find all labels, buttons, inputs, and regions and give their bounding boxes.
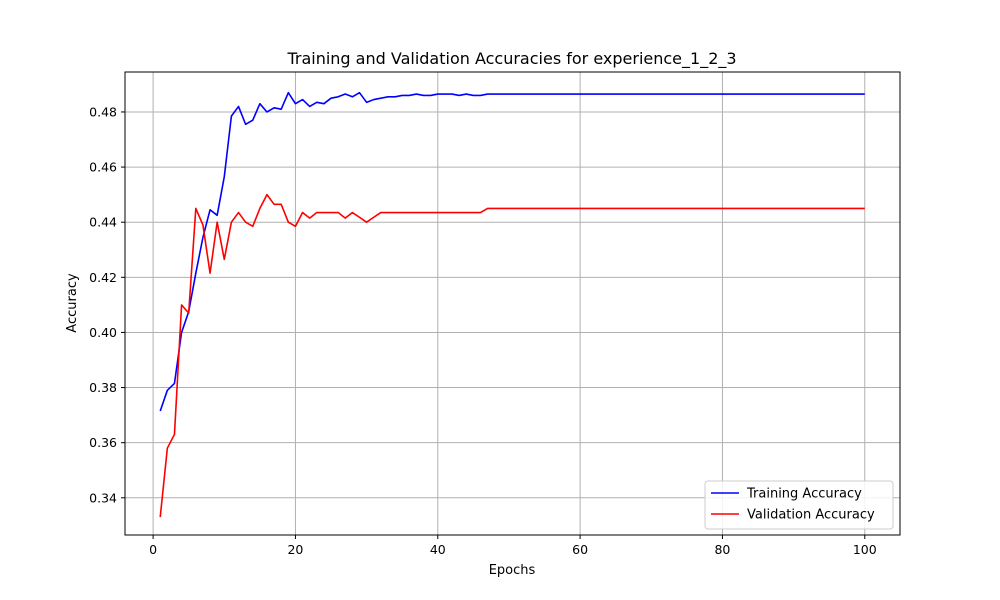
- x-tick-label: 40: [430, 542, 446, 557]
- axis-ticks: 0 20 40 60 80 100 0.34 0.36 0.38 0.40 0.42 0.44 0.46…: [89, 104, 877, 557]
- x-tick-label: 20: [287, 542, 303, 557]
- y-tick-label: 0.38: [89, 380, 117, 395]
- y-tick-label: 0.36: [89, 435, 117, 450]
- chart-title: Training and Validation Accuracies for e…: [286, 49, 736, 69]
- series-lines: [159, 91, 865, 518]
- x-tick-label: 100: [853, 542, 877, 557]
- y-tick-label: 0.40: [89, 325, 117, 340]
- series-line-validation: [159, 193, 865, 518]
- y-tick-label: 0.48: [89, 104, 117, 119]
- y-tick-label: 0.46: [89, 160, 117, 175]
- legend: Training Accuracy Validation Accuracy: [704, 480, 894, 530]
- series-line-training: [159, 91, 865, 412]
- x-tick-label: 60: [572, 542, 588, 557]
- grid-lines: [125, 72, 900, 535]
- y-tick-label: 0.34: [89, 490, 117, 505]
- x-axis-label: Epochs: [489, 563, 536, 578]
- y-tick-label: 0.44: [89, 215, 117, 230]
- legend-box: [704, 480, 894, 530]
- x-tick-label: 80: [714, 542, 730, 557]
- legend-label: Validation Accuracy: [747, 508, 875, 523]
- y-tick-label: 0.42: [89, 270, 117, 285]
- legend-label: Training Accuracy: [746, 487, 862, 502]
- plot-frame: [124, 71, 901, 536]
- x-tick-label: 0: [149, 542, 157, 557]
- y-axis-label: Accuracy: [65, 273, 80, 333]
